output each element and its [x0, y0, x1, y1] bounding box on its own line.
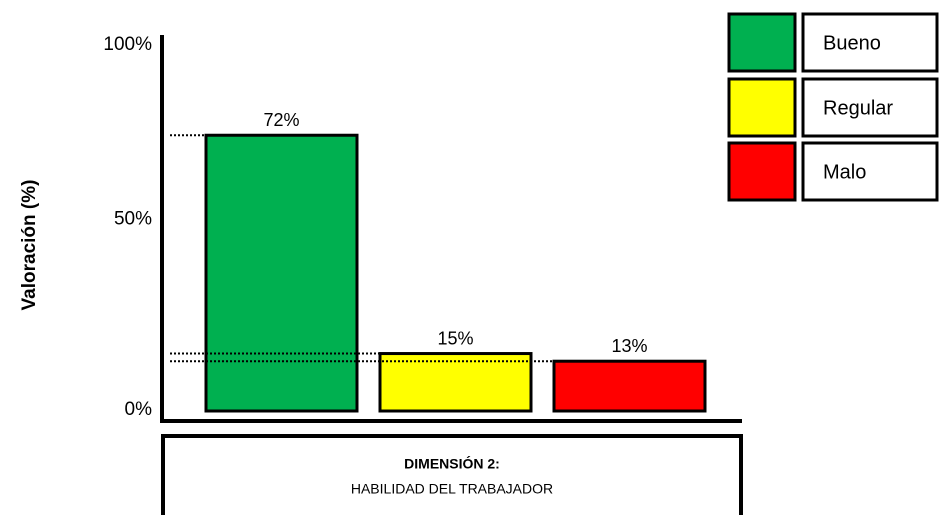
- legend-label: Regular: [823, 97, 893, 119]
- legend-swatch: [727, 12, 797, 73]
- legend-swatch: [727, 77, 797, 138]
- value-label: 72%: [263, 110, 299, 130]
- legend-swatch: [727, 141, 797, 202]
- legend-box: [801, 141, 939, 202]
- value-label: 13%: [611, 336, 647, 356]
- y-tick-label: 50%: [114, 209, 152, 230]
- y-axis-label: Valoración (%): [19, 180, 40, 311]
- x-label-box: [161, 434, 743, 515]
- bar: [204, 133, 359, 413]
- legend-box: [801, 12, 939, 73]
- legend-box: [801, 77, 939, 138]
- y-tick-label: 0%: [125, 399, 153, 420]
- value-label: 15%: [437, 328, 473, 348]
- y-tick-label: 100%: [103, 34, 152, 55]
- x-label: HABILIDAD DEL TRABAJADOR: [351, 481, 553, 497]
- bar: [378, 352, 533, 413]
- legend-label: Malo: [823, 161, 866, 183]
- legend-label: Bueno: [823, 32, 881, 54]
- x-label-title: DIMENSIÓN 2:: [404, 455, 500, 472]
- bar: [552, 359, 707, 413]
